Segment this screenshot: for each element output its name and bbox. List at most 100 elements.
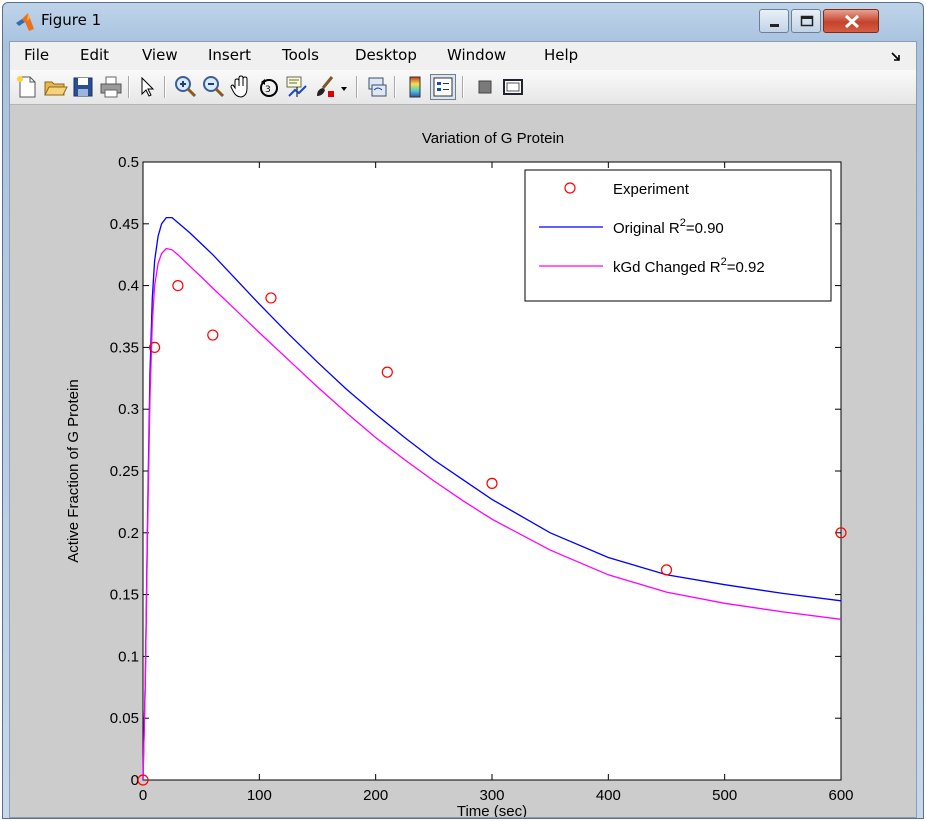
maximize-button[interactable] (791, 9, 821, 33)
figure-toolbar: 3 (10, 70, 916, 105)
insert-legend-button[interactable] (430, 74, 456, 100)
zoom-out-button[interactable] (200, 74, 226, 100)
data-cursor-button[interactable] (284, 74, 310, 100)
print-icon (100, 76, 122, 98)
menu-desktop[interactable]: Desktop (355, 46, 417, 64)
dock-arrow-icon[interactable] (890, 48, 902, 67)
y-tick-label: 0.35 (110, 339, 139, 356)
experiment-point (265, 292, 277, 304)
experiment-point (381, 366, 393, 378)
y-tick-label: 0.5 (118, 154, 139, 171)
x-tick-label: 200 (363, 787, 388, 804)
x-tick-label: 0 (139, 787, 147, 804)
link-plot-button[interactable] (364, 74, 390, 100)
y-axis: 0 0.05 0.1 0.15 0.2 0.25 0.3 0.35 0.4 0.45 0.5 (110, 154, 841, 789)
svg-text:3: 3 (265, 85, 271, 95)
y-tick-label: 0.3 (118, 401, 139, 418)
experiment-point (660, 564, 673, 576)
menu-file[interactable]: File (24, 46, 50, 64)
hide-plot-tools-button[interactable] (472, 74, 498, 100)
y-tick-label: 0.4 (118, 278, 139, 295)
show-plot-tools-button[interactable] (500, 74, 526, 100)
menu-insert[interactable]: Insert (208, 46, 252, 64)
plot-svg: Variation of G Protein 0 0.05 0.1 0.15 0.2 0.… (65, 130, 854, 817)
open-file-button[interactable] (42, 74, 68, 100)
experiment-point (137, 774, 149, 786)
pan-icon (230, 75, 248, 98)
y-axis-label: Active Fraction of G Protein (65, 379, 82, 562)
menu-window[interactable]: Window (447, 46, 507, 64)
save-button[interactable] (70, 74, 96, 100)
zoom-out-icon (203, 76, 225, 98)
close-icon (844, 14, 860, 29)
x-tick-label: 600 (828, 787, 853, 804)
brush-button[interactable] (312, 74, 338, 100)
menu-view[interactable]: View (142, 46, 178, 64)
menu-edit[interactable]: Edit (80, 46, 110, 64)
series-line-2 (142, 247, 842, 781)
experiment-point (149, 341, 161, 353)
legend-label-name: kGd Changed R (613, 259, 721, 276)
toolbar-separator (394, 76, 396, 98)
experiment-point (486, 477, 498, 489)
edit-plot-icon (141, 76, 155, 97)
close-button[interactable] (823, 9, 879, 33)
minimize-icon (770, 24, 779, 27)
new-figure-button[interactable] (14, 74, 40, 100)
save-icon (73, 77, 93, 97)
legend-label-name: Experiment (613, 181, 690, 198)
experiment-point (207, 329, 219, 341)
toolbar-separator (164, 76, 166, 98)
x-tick-label: 500 (712, 787, 737, 804)
title-bar[interactable]: Figure 1 (3, 3, 923, 41)
maximize-icon (800, 15, 814, 27)
brush-dropdown-icon (341, 87, 347, 91)
new-figure-icon (17, 76, 36, 98)
legend-box (524, 169, 832, 302)
menu-tools[interactable]: Tools (282, 46, 319, 64)
legend-label-suffix: =0.90 (686, 220, 724, 237)
y-tick-label: 0.25 (110, 463, 139, 480)
zoom-in-button[interactable] (172, 74, 198, 100)
legend-label-suffix: =0.92 (727, 259, 765, 276)
y-tick-label: 0.45 (110, 216, 139, 233)
toolbar-separator (128, 76, 130, 98)
menu-bar: File Edit View Insert Tools Desktop Wind… (10, 42, 916, 70)
rotate-3d-button[interactable]: 3 (256, 74, 282, 100)
x-tick-label: 100 (247, 787, 272, 804)
legend-label: kGd Changed R2=0.92 (613, 256, 765, 276)
minimize-button[interactable] (759, 9, 789, 33)
experiment-point (835, 527, 847, 539)
x-tick-label: 300 (479, 787, 504, 804)
brush-dropdown-button[interactable] (338, 74, 350, 100)
legend-label-superscript: 2 (680, 217, 686, 229)
insert-legend-icon (433, 77, 453, 97)
series-layer (137, 216, 847, 786)
series-line-1 (142, 216, 842, 781)
menu-help[interactable]: Help (544, 46, 579, 64)
legend-label-superscript: 2 (721, 256, 727, 268)
matlab-logo-icon (15, 12, 35, 32)
y-tick-label: 0 (131, 772, 139, 789)
y-tick-label: 0.15 (110, 587, 139, 604)
zoom-in-icon (175, 76, 197, 98)
insert-colorbar-button[interactable] (402, 74, 428, 100)
y-tick-label: 0.05 (110, 710, 139, 727)
pan-button[interactable] (228, 74, 254, 100)
x-axis-label: Time (sec) (457, 803, 527, 817)
print-button[interactable] (98, 74, 124, 100)
chart-title: Variation of G Protein (422, 130, 564, 147)
x-axis: 0 100 200 300 400 500 600 (139, 162, 854, 804)
data-cursor-icon (286, 76, 307, 97)
open-file-icon (44, 81, 68, 96)
figure-canvas[interactable]: Variation of G Protein 0 0.05 0.1 0.15 0.2 0.… (10, 105, 916, 817)
brush-icon (317, 76, 334, 97)
edit-plot-button[interactable] (134, 74, 160, 100)
legend-marker (564, 182, 576, 194)
show-plot-tools-icon (503, 79, 523, 95)
y-tick-label: 0.1 (118, 648, 139, 665)
legend-label: Original R2=0.90 (613, 217, 724, 237)
legend-label-name: Original R (613, 220, 680, 237)
